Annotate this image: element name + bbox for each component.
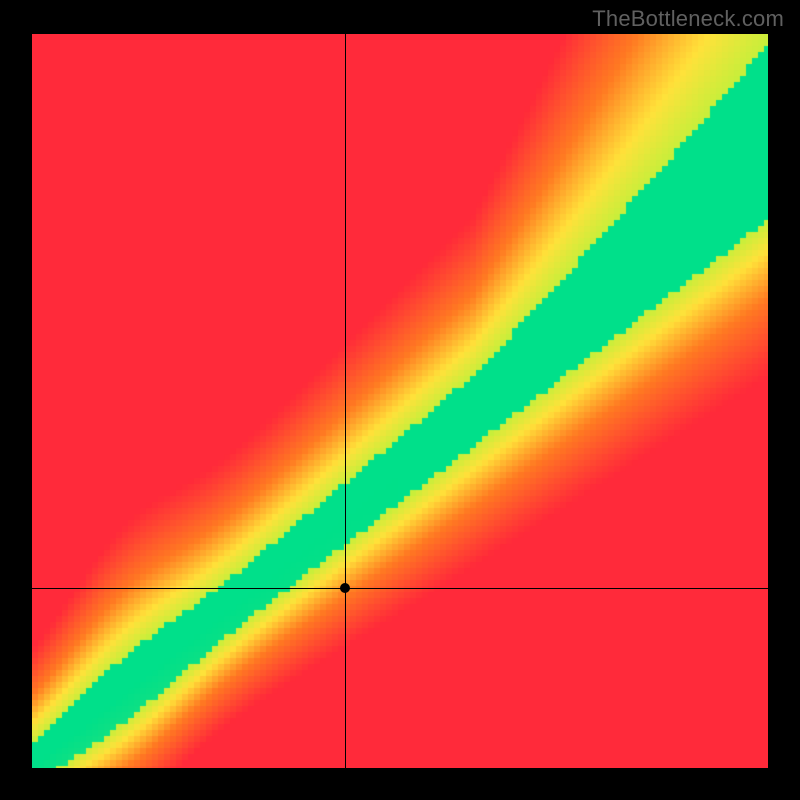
bottleneck-heatmap <box>32 34 768 768</box>
watermark-text: TheBottleneck.com <box>592 6 784 32</box>
crosshair-vertical <box>345 34 346 768</box>
crosshair-horizontal <box>32 588 768 589</box>
marker-dot <box>340 583 350 593</box>
